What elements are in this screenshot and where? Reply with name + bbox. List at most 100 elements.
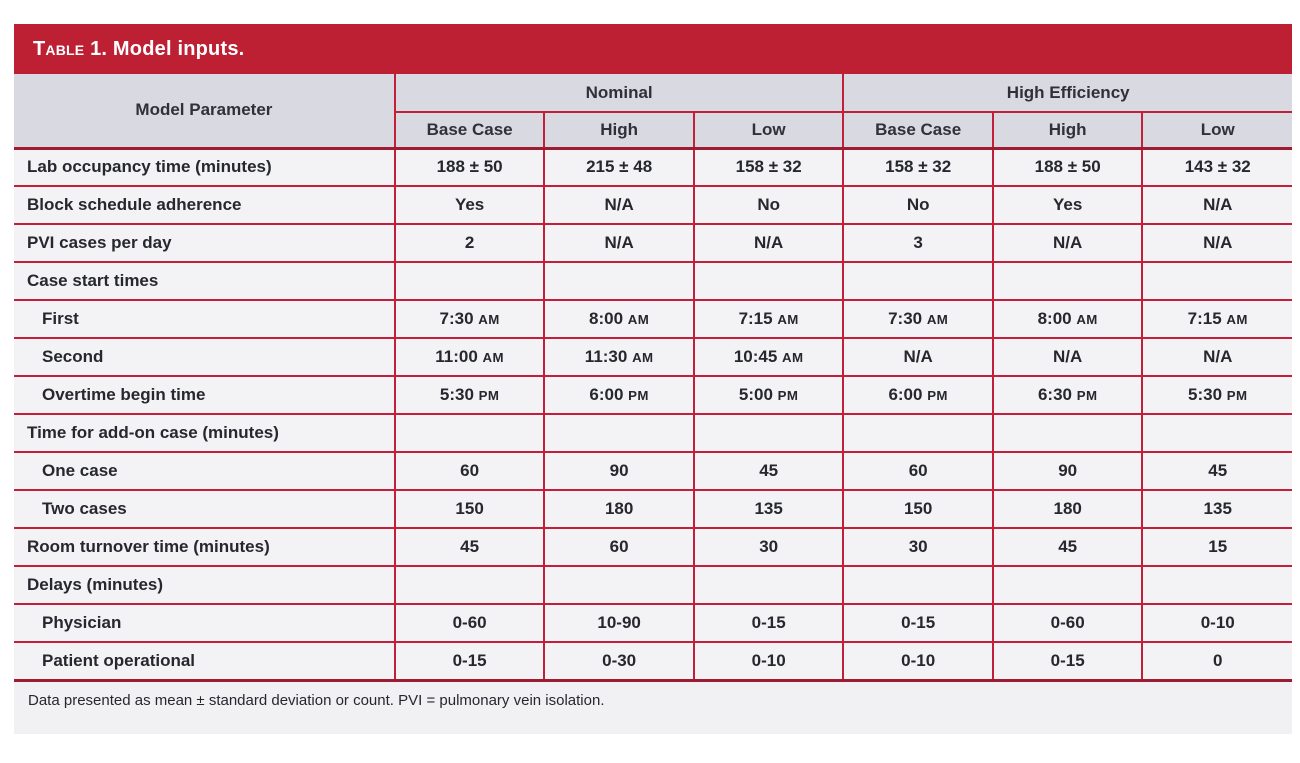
cell-value: 7:30 AM <box>842 300 993 338</box>
cell-value: 150 <box>842 490 993 528</box>
cell-value: 45 <box>1141 452 1292 490</box>
cell-value: 5:30 PM <box>393 376 545 414</box>
cell-value: 5:30 PM <box>1141 376 1292 414</box>
cell-value: N/A <box>692 224 844 262</box>
cell-value: 180 <box>991 490 1143 528</box>
cell-value: 60 <box>543 528 694 566</box>
row-label: Room turnover time (minutes) <box>14 528 395 566</box>
cell-value <box>692 262 844 300</box>
cell-value: 5:00 PM <box>692 376 844 414</box>
table-footnote: Data presented as mean ± standard deviat… <box>14 681 1292 734</box>
cell-value: 0-60 <box>991 604 1143 642</box>
table-title: Table 1. Model inputs. <box>33 38 244 61</box>
table-row: PVI cases per day 2 N/A N/A 3 N/A N/A <box>14 224 1292 262</box>
cell-value: 11:30 AM <box>543 338 694 376</box>
cell-value <box>842 262 993 300</box>
table-title-bar: Table 1. Model inputs. <box>14 24 1292 74</box>
cell-value <box>692 414 844 452</box>
cell-value: N/A <box>1141 224 1292 262</box>
cell-value <box>543 566 694 604</box>
cell-value: 90 <box>543 452 694 490</box>
table-row: Room turnover time (minutes) 45 60 30 30 45 15 <box>14 528 1292 566</box>
column-header-he-base-case: Base Case <box>842 111 993 148</box>
cell-value: Yes <box>991 186 1143 224</box>
cell-value: 7:30 AM <box>393 300 545 338</box>
cell-value: 150 <box>393 490 545 528</box>
cell-value: N/A <box>543 224 694 262</box>
cell-value: Yes <box>393 186 545 224</box>
cell-value <box>543 414 694 452</box>
cell-value: 90 <box>991 452 1143 490</box>
cell-value: 158 ± 32 <box>692 148 844 186</box>
cell-value: 10:45 AM <box>692 338 844 376</box>
cell-value: 0-15 <box>991 642 1143 680</box>
cell-value: 0-10 <box>842 642 993 680</box>
row-label: Lab occupancy time (minutes) <box>14 148 395 186</box>
row-label: Patient operational <box>14 642 395 680</box>
header-row-subcolumns: Base Case High Low Base Case High Low <box>14 111 1292 148</box>
cell-value: N/A <box>1141 338 1292 376</box>
row-label: Second <box>14 338 395 376</box>
cell-value: 0-15 <box>393 642 545 680</box>
column-header-nominal-low: Low <box>692 111 844 148</box>
row-label: Overtime begin time <box>14 376 395 414</box>
row-label: One case <box>14 452 395 490</box>
cell-value <box>991 262 1143 300</box>
cell-value <box>991 414 1143 452</box>
cell-value: 45 <box>991 528 1143 566</box>
cell-value: N/A <box>991 224 1143 262</box>
column-header-nominal-high: High <box>543 111 694 148</box>
cell-value: 0-10 <box>1141 604 1292 642</box>
cell-value: No <box>692 186 844 224</box>
cell-value: 10-90 <box>543 604 694 642</box>
table-row: Overtime begin time 5:30 PM 6:00 PM 5:00 PM… <box>14 376 1292 414</box>
column-header-he-high: High <box>991 111 1143 148</box>
table-row: Physician 0-60 10-90 0-15 0-15 0-60 0-10 <box>14 604 1292 642</box>
cell-value: 11:00 AM <box>393 338 545 376</box>
cell-value <box>543 262 694 300</box>
cell-value: 7:15 AM <box>1141 300 1292 338</box>
cell-value: 3 <box>842 224 993 262</box>
cell-value <box>393 566 545 604</box>
cell-value: 6:00 PM <box>543 376 694 414</box>
table-row: Time for add-on case (minutes) <box>14 414 1292 452</box>
cell-value: 0 <box>1141 642 1292 680</box>
cell-value: 0-30 <box>543 642 694 680</box>
cell-value: 60 <box>393 452 545 490</box>
table-row: Delays (minutes) <box>14 566 1292 604</box>
cell-value: 188 ± 50 <box>991 148 1143 186</box>
cell-value: 0-60 <box>393 604 545 642</box>
cell-value <box>1141 566 1292 604</box>
column-group-nominal: Nominal <box>393 74 844 112</box>
row-label: Delays (minutes) <box>14 566 395 604</box>
cell-value: 158 ± 32 <box>842 148 993 186</box>
cell-value: 6:30 PM <box>991 376 1143 414</box>
table-row: First 7:30 AM 8:00 AM 7:15 AM 7:30 AM 8:00 AM… <box>14 300 1292 338</box>
cell-value: 0-15 <box>692 604 844 642</box>
cell-value: 0-15 <box>842 604 993 642</box>
row-label: First <box>14 300 395 338</box>
model-inputs-table: Model Parameter Nominal High Efficiency … <box>14 74 1292 682</box>
cell-value: 45 <box>692 452 844 490</box>
cell-value: 0-10 <box>692 642 844 680</box>
cell-value: 7:15 AM <box>692 300 844 338</box>
cell-value: 2 <box>393 224 545 262</box>
cell-value: N/A <box>991 338 1143 376</box>
cell-value: 215 ± 48 <box>543 148 694 186</box>
cell-value: 135 <box>1141 490 1292 528</box>
column-header-model-parameter: Model Parameter <box>14 74 395 148</box>
cell-value: 6:00 PM <box>842 376 993 414</box>
table-row: Second 11:00 AM 11:30 AM 10:45 AM N/A N/A N/A <box>14 338 1292 376</box>
cell-value: 8:00 AM <box>543 300 694 338</box>
table-row: One case 60 90 45 60 90 45 <box>14 452 1292 490</box>
table-row: Lab occupancy time (minutes) 188 ± 50 215 … <box>14 148 1292 186</box>
cell-value <box>1141 414 1292 452</box>
column-header-nominal-base-case: Base Case <box>393 111 545 148</box>
row-label: Block schedule adherence <box>14 186 395 224</box>
cell-value: 30 <box>692 528 844 566</box>
cell-value: N/A <box>1141 186 1292 224</box>
table-row: Patient operational 0-15 0-30 0-10 0-10 0-15 0 <box>14 642 1292 680</box>
table-title-rest: 1. Model inputs. <box>90 37 245 60</box>
cell-value <box>393 262 545 300</box>
cell-value: No <box>842 186 993 224</box>
